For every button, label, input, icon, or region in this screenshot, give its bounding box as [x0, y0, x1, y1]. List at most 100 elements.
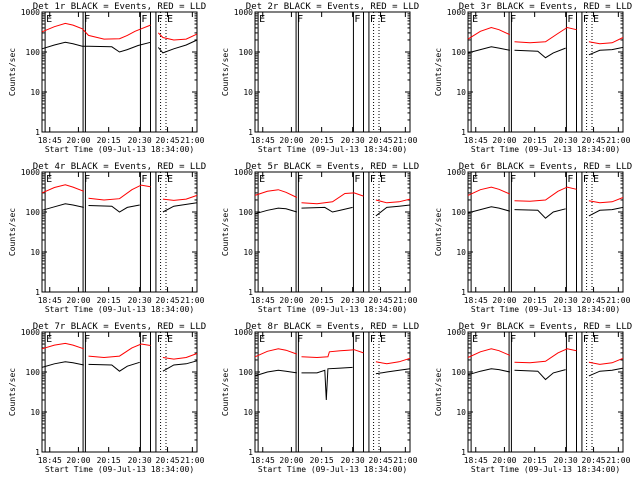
x-tick-label: 20:15: [310, 296, 334, 305]
chart-panel-5: Det 5r BLACK = Events, RED = LLD 1 10 100 10…: [221, 162, 419, 314]
chart-panel-6: Det 6r BLACK = Events, RED = LLD 1 10 100 10…: [434, 162, 632, 314]
y-axis-label: Counts/sec: [8, 48, 17, 96]
y-tick-label: 10: [243, 248, 253, 257]
x-tick-label: 18:45: [38, 136, 62, 145]
y-tick-label: 100: [26, 48, 41, 57]
chart-panel-3: Det 3r BLACK = Events, RED = LLD 1 10 100 10…: [434, 2, 632, 154]
event-marker-label: E: [380, 334, 386, 345]
event-marker-label: F: [510, 334, 516, 345]
y-tick-label: 1: [35, 128, 40, 137]
y-axis-label: Counts/sec: [8, 368, 17, 416]
event-marker-label: F: [84, 334, 90, 345]
event-marker-label: E: [259, 334, 265, 345]
plot-frame: [467, 331, 624, 453]
chart-panel-1: Det 1r BLACK = Events, RED = LLD 1 10 100 10…: [8, 2, 206, 154]
event-marker-label: F: [354, 174, 360, 185]
y-tick-label: 1: [35, 448, 40, 457]
event-marker-label: F: [354, 334, 360, 345]
event-marker-label: E: [259, 174, 265, 185]
event-marker-label: F: [84, 174, 90, 185]
lld-series-line: [588, 197, 624, 204]
chart-title: Det 9r BLACK = Events, RED = LLD: [459, 322, 632, 332]
lld-series-line: [467, 186, 511, 196]
x-tick-label: 20:15: [310, 136, 334, 145]
lld-series-line: [301, 349, 364, 359]
y-axis-label: Counts/sec: [8, 208, 17, 256]
x-tick-label: 20:30: [554, 296, 578, 305]
x-tick-label: 21:00: [393, 296, 417, 305]
lld-series-line: [254, 348, 298, 358]
events-series-line: [162, 202, 198, 213]
events-series-line: [588, 46, 624, 56]
x-tick-label: 20:30: [341, 136, 365, 145]
x-tick-label: 20:45: [582, 456, 606, 465]
event-marker-label: E: [46, 14, 52, 25]
x-tick-label: 21:00: [180, 136, 204, 145]
lld-series-line: [514, 26, 577, 44]
y-tick-label: 1000: [234, 168, 253, 177]
x-tick-label: 20:45: [156, 136, 180, 145]
x-axis-label: Start Time (09-Jul-13 18:34:00): [45, 465, 194, 474]
y-axis-label: Counts/sec: [221, 48, 230, 96]
x-tick-label: 20:15: [97, 456, 121, 465]
x-tick-label: 20:45: [582, 136, 606, 145]
lld-series-line: [375, 198, 411, 204]
events-series-line: [41, 361, 84, 368]
events-series-line: [514, 369, 566, 381]
event-marker-label: E: [167, 14, 173, 25]
event-marker-label: E: [472, 334, 478, 345]
y-tick-label: 1000: [21, 8, 40, 17]
y-tick-label: 1000: [447, 328, 466, 337]
x-axis-label: Start Time (09-Jul-13 18:34:00): [45, 305, 194, 314]
chart-panel-9: Det 9r BLACK = Events, RED = LLD 1 10 100 10…: [434, 322, 632, 474]
chart-title: Det 1r BLACK = Events, RED = LLD: [33, 2, 206, 12]
lld-series-line: [162, 353, 198, 360]
x-tick-label: 21:00: [606, 456, 630, 465]
event-marker-label: F: [583, 174, 589, 185]
event-marker-label: F: [297, 14, 303, 25]
y-tick-label: 1: [35, 288, 40, 297]
lld-series-line: [41, 342, 84, 350]
plot-frame: [254, 171, 411, 293]
x-tick-label: 20:45: [156, 456, 180, 465]
y-tick-label: 1: [461, 128, 466, 137]
events-series-line: [375, 204, 411, 217]
x-axis-label: Start Time (09-Jul-13 18:34:00): [471, 465, 620, 474]
y-tick-label: 10: [30, 248, 40, 257]
x-tick-label: 20:15: [523, 296, 547, 305]
lld-series-line: [467, 348, 511, 358]
y-tick-label: 100: [452, 48, 467, 57]
x-tick-label: 20:00: [66, 456, 90, 465]
x-tick-label: 20:15: [523, 136, 547, 145]
event-marker-label: F: [567, 174, 573, 185]
event-marker-label: F: [141, 14, 147, 25]
events-series-line: [375, 368, 411, 375]
events-series-line: [514, 47, 566, 59]
x-tick-label: 20:30: [128, 136, 152, 145]
x-tick-label: 21:00: [606, 136, 630, 145]
event-marker-label: F: [567, 14, 573, 25]
y-tick-label: 1: [248, 448, 253, 457]
plot-frame: [41, 331, 198, 453]
y-tick-label: 100: [239, 48, 254, 57]
events-series-line: [254, 207, 298, 215]
y-tick-label: 100: [452, 368, 467, 377]
x-tick-label: 20:45: [369, 296, 393, 305]
x-axis-label: Start Time (09-Jul-13 18:34:00): [471, 305, 620, 314]
x-tick-label: 21:00: [393, 136, 417, 145]
chart-title: Det 6r BLACK = Events, RED = LLD: [459, 162, 632, 172]
y-axis-label: Counts/sec: [434, 368, 443, 416]
event-marker-label: F: [157, 334, 163, 345]
event-marker-label: E: [472, 174, 478, 185]
y-tick-label: 1: [461, 288, 466, 297]
x-tick-label: 20:00: [492, 456, 516, 465]
event-marker-label: F: [84, 14, 90, 25]
x-tick-label: 18:45: [38, 296, 62, 305]
event-marker-label: E: [46, 174, 52, 185]
y-tick-label: 1: [248, 128, 253, 137]
event-marker-label: E: [259, 14, 265, 25]
x-tick-label: 20:00: [279, 456, 303, 465]
lld-series-line: [514, 186, 577, 202]
plot-frame: [41, 171, 198, 293]
lld-series-line: [514, 348, 577, 364]
